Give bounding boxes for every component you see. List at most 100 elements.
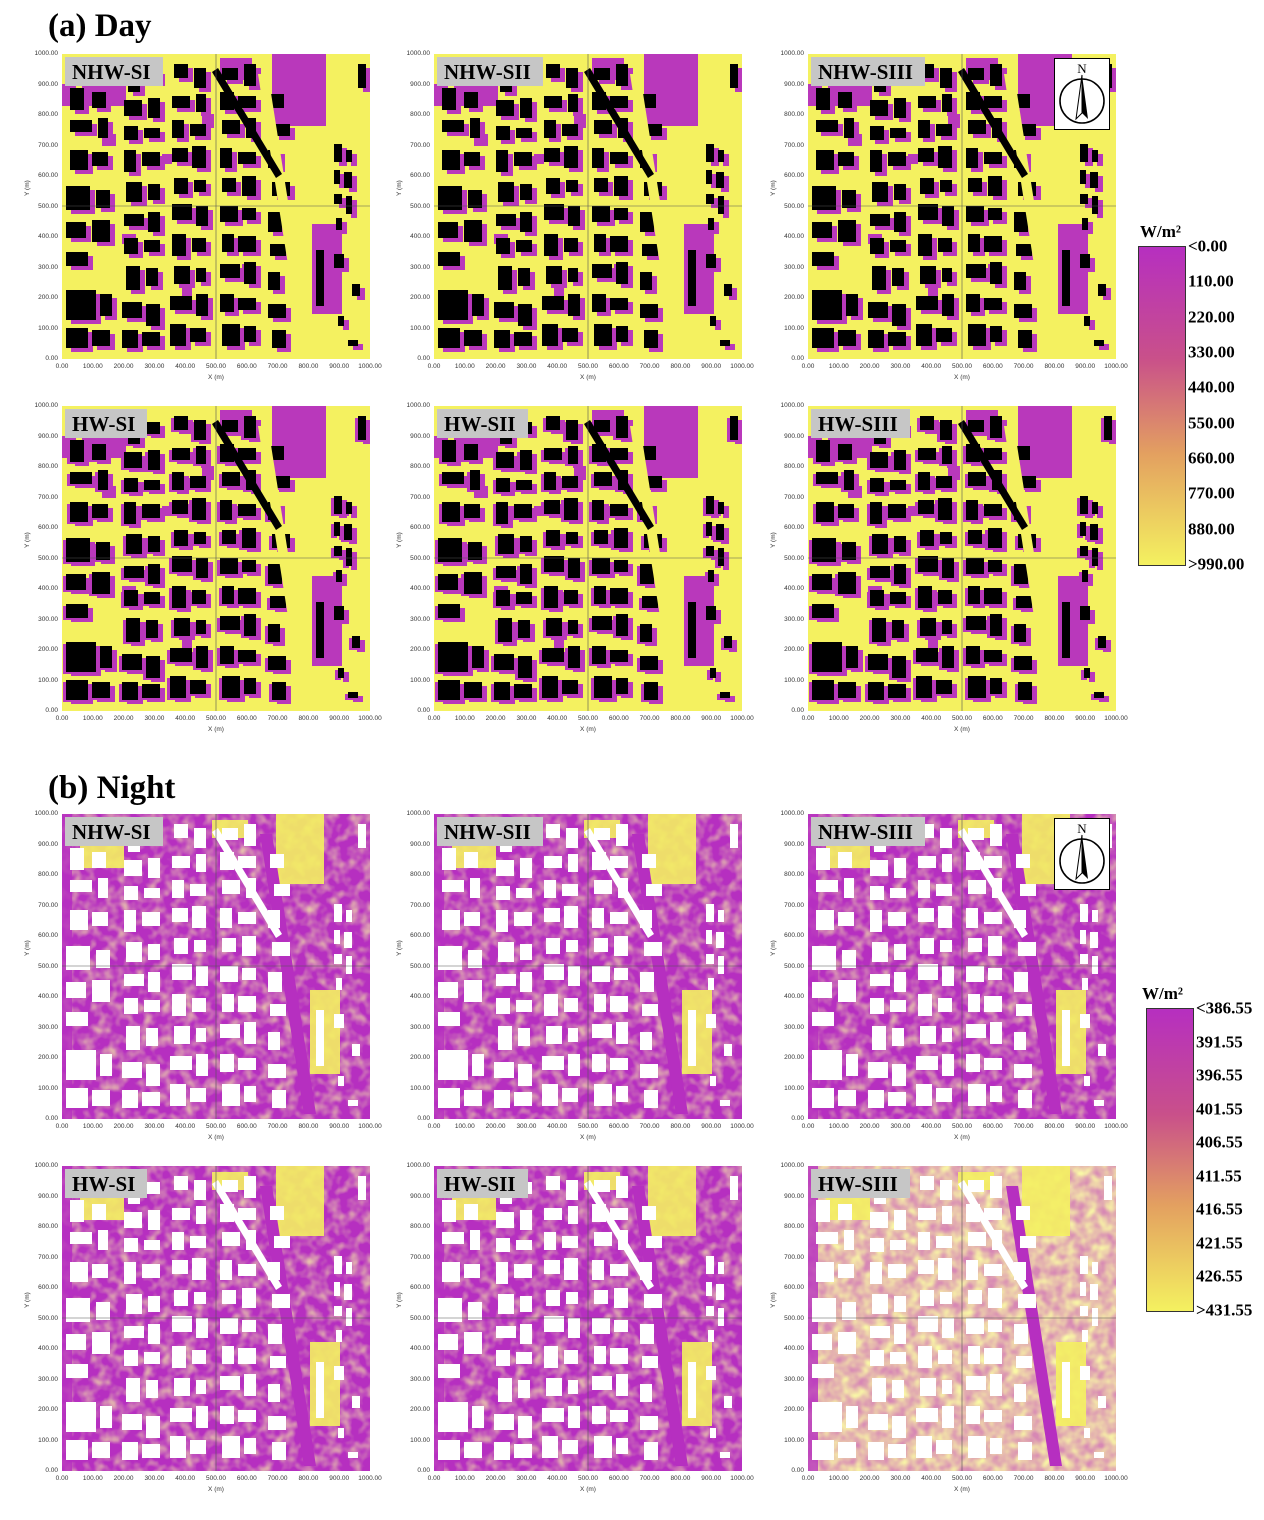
y-tick-label: 700.00 bbox=[784, 901, 804, 909]
x-tick-label: 700.00 bbox=[267, 715, 288, 722]
x-tick-label: 900.00 bbox=[1075, 1123, 1096, 1130]
legend-value-label: 660.00 bbox=[1188, 448, 1235, 468]
y-tick-label: 800.00 bbox=[38, 463, 58, 470]
legend-value-label: 416.55 bbox=[1196, 1199, 1243, 1219]
x-tick-label: 500.00 bbox=[206, 363, 226, 370]
x-tick-label: 200.00 bbox=[485, 1123, 506, 1130]
x-axis-label: X (m) bbox=[208, 1486, 224, 1493]
map-plot-area: HW-SI bbox=[62, 406, 370, 711]
y-tick-label: 200.00 bbox=[38, 1054, 58, 1061]
y-tick-label: 500.00 bbox=[410, 962, 430, 970]
y-tick-label: 0.00 bbox=[791, 707, 804, 714]
x-tick-label: 300.00 bbox=[516, 715, 537, 722]
map-panel-day-hw-si: 1000.00 900.00 800.00 700.00 600.00 500.00 400… bbox=[6, 398, 382, 733]
y-tick-label: 200.00 bbox=[784, 294, 804, 301]
x-tick-label: 200.00 bbox=[859, 715, 880, 722]
y-tick-label: 1000.00 bbox=[34, 50, 59, 57]
y-tick-label: 600.00 bbox=[784, 172, 804, 179]
y-tick-label: 600.00 bbox=[784, 1284, 804, 1291]
x-tick-label: 800.00 bbox=[1044, 1475, 1065, 1482]
y-tick-label: 1000.00 bbox=[780, 1162, 805, 1169]
y-tick-label: 600.00 bbox=[784, 524, 804, 531]
legend-unit: W/m² bbox=[1140, 222, 1181, 241]
scenario-label: HW-SIII bbox=[811, 1169, 910, 1199]
y-tick-label: 0.00 bbox=[45, 355, 58, 362]
x-tick-label: 0.00 bbox=[55, 1475, 69, 1482]
x-tick-label: 300.00 bbox=[144, 1123, 165, 1130]
map-plot-area: NHW-SII bbox=[434, 814, 742, 1119]
y-axis-label: Y (m) bbox=[396, 180, 403, 196]
x-tick-label: 500.00 bbox=[578, 715, 598, 722]
x-tick-label: 500.00 bbox=[206, 1475, 226, 1482]
y-tick-label: 200.00 bbox=[38, 294, 58, 301]
legend-value-label: 391.55 bbox=[1196, 1032, 1243, 1052]
y-tick-label: 600.00 bbox=[410, 524, 430, 531]
y-tick-label: 200.00 bbox=[784, 1406, 804, 1413]
y-tick-label: 1000.00 bbox=[34, 1162, 59, 1169]
y-tick-label: 100.00 bbox=[410, 1084, 430, 1092]
x-tick-label: 900.00 bbox=[1075, 1475, 1096, 1482]
x-tick-label: 900.00 bbox=[701, 1123, 722, 1130]
y-tick-label: 500.00 bbox=[410, 554, 430, 562]
x-tick-label: 600.00 bbox=[236, 1475, 257, 1482]
y-tick-label: 600.00 bbox=[38, 524, 58, 531]
x-tick-label: 0.00 bbox=[427, 1475, 441, 1482]
y-tick-label: 900.00 bbox=[410, 840, 430, 848]
map-panel-night-nhw-si: 1000.00 900.00 800.00 700.00 600.00 500.00 400… bbox=[6, 806, 382, 1141]
y-tick-label: 300.00 bbox=[410, 1023, 430, 1031]
x-tick-label: 800.00 bbox=[670, 363, 691, 370]
y-tick-label: 200.00 bbox=[410, 294, 430, 301]
x-tick-label: 800.00 bbox=[298, 363, 319, 370]
section-title-night: (b) Night bbox=[48, 770, 176, 806]
x-tick-label: 500.00 bbox=[578, 363, 598, 370]
y-axis-label: Y (m) bbox=[770, 180, 777, 196]
y-tick-label: 1000.00 bbox=[780, 50, 805, 57]
y-tick-label: 400.00 bbox=[38, 233, 58, 240]
legend-value-label: 220.00 bbox=[1188, 307, 1235, 327]
x-tick-label: 400.00 bbox=[547, 1475, 568, 1482]
x-tick-label: 900.00 bbox=[1075, 715, 1096, 722]
scenario-label: NHW-SII bbox=[437, 57, 543, 87]
x-tick-label: 1000.00 bbox=[1104, 1123, 1128, 1130]
scenario-label: NHW-SIII bbox=[811, 817, 925, 847]
x-tick-label: 1000.00 bbox=[358, 363, 382, 370]
y-tick-label: 600.00 bbox=[410, 172, 430, 179]
y-tick-label: 800.00 bbox=[38, 1223, 58, 1230]
x-tick-label: 200.00 bbox=[485, 363, 506, 370]
x-tick-label: 400.00 bbox=[921, 1475, 942, 1482]
north-arrow-icon: N bbox=[1054, 58, 1110, 130]
y-tick-label: 100.00 bbox=[38, 676, 58, 684]
y-tick-label: 300.00 bbox=[784, 1023, 804, 1031]
x-tick-label: 1000.00 bbox=[358, 1123, 382, 1130]
x-tick-label: 0.00 bbox=[55, 363, 69, 370]
y-tick-label: 900.00 bbox=[410, 432, 430, 440]
x-tick-label: 200.00 bbox=[485, 715, 506, 722]
y-tick-label: 0.00 bbox=[791, 355, 804, 362]
map-plot-area: HW-SI bbox=[62, 1166, 370, 1471]
x-tick-label: 1000.00 bbox=[730, 363, 754, 370]
scenario-label: NHW-SI bbox=[65, 817, 163, 847]
y-tick-label: 600.00 bbox=[784, 932, 804, 939]
y-tick-label: 900.00 bbox=[784, 1192, 804, 1200]
x-tick-label: 1000.00 bbox=[730, 1475, 754, 1482]
map-panel-day-hw-siii: 1000.00 900.00 800.00 700.00 600.00 500.00 400… bbox=[752, 398, 1128, 733]
y-tick-label: 400.00 bbox=[38, 585, 58, 592]
y-tick-label: 300.00 bbox=[784, 1375, 804, 1383]
x-tick-label: 300.00 bbox=[890, 1475, 911, 1482]
x-tick-label: 800.00 bbox=[298, 715, 319, 722]
legend-value-label: 406.55 bbox=[1196, 1132, 1243, 1152]
y-tick-label: 800.00 bbox=[38, 111, 58, 118]
y-tick-label: 600.00 bbox=[410, 1284, 430, 1291]
scenario-label: HW-SI bbox=[65, 1169, 148, 1199]
y-tick-label: 500.00 bbox=[784, 962, 804, 970]
x-tick-label: 100.00 bbox=[828, 363, 849, 370]
x-tick-label: 100.00 bbox=[828, 1123, 849, 1130]
x-tick-label: 200.00 bbox=[113, 715, 134, 722]
map-panel-night-nhw-sii: 1000.00 900.00 800.00 700.00 600.00 500.00 400… bbox=[378, 806, 754, 1141]
y-axis-label: Y (m) bbox=[396, 532, 403, 548]
x-tick-label: 1000.00 bbox=[358, 1475, 382, 1482]
legend-unit: W/m² bbox=[1142, 984, 1183, 1003]
x-tick-label: 500.00 bbox=[952, 1475, 972, 1482]
y-tick-label: 400.00 bbox=[38, 993, 58, 1000]
x-tick-label: 900.00 bbox=[329, 715, 350, 722]
